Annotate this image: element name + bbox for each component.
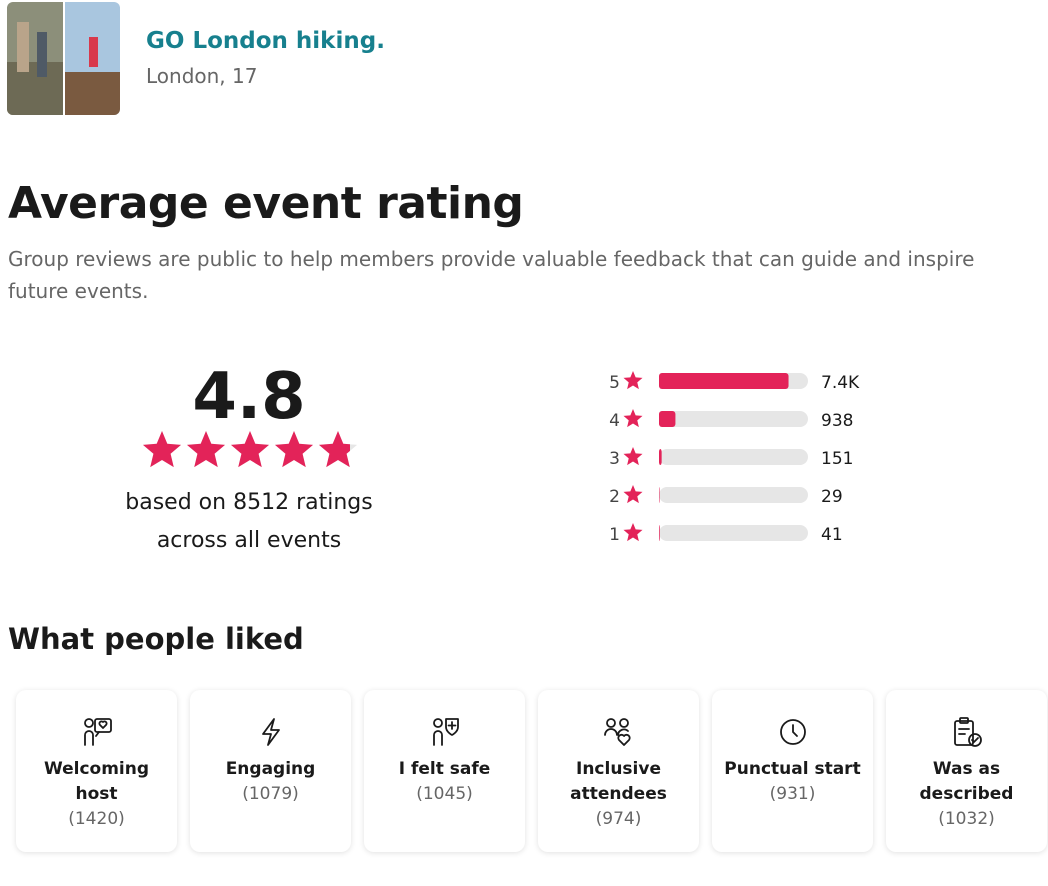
star-level: 2	[609, 487, 620, 507]
description: Group reviews are public to help members…	[8, 247, 975, 303]
bar-value: 938	[821, 411, 853, 431]
ratings-count: 8512	[233, 490, 290, 515]
group-name[interactable]: GO London hiking.	[146, 28, 385, 54]
card-count: (1079)	[242, 784, 299, 804]
liked-card: I felt safe (1045)	[364, 690, 525, 852]
rating-distribution: 5 7.4K 4 938 3 151 2 29 1 41	[609, 371, 860, 545]
card-count: (1045)	[416, 784, 473, 804]
card-label: Engaging	[225, 759, 316, 779]
average-rating: 4.8	[192, 360, 306, 434]
card-count: (1032)	[938, 809, 995, 829]
summary-suffix: ratings	[296, 490, 373, 515]
group-photo	[7, 2, 120, 115]
star	[142, 431, 182, 468]
bar	[659, 487, 660, 503]
liked-card: Inclusive attendees (974)	[538, 690, 699, 852]
star-level: 4	[609, 411, 620, 431]
star	[274, 431, 314, 468]
star	[186, 431, 226, 468]
group-location: London, 17	[146, 64, 258, 88]
card-icon	[603, 718, 631, 746]
card-label: Punctual start	[724, 759, 861, 779]
star-level: 5	[609, 373, 620, 393]
summary-line: based on 8512 ratings	[79, 484, 419, 522]
bar	[659, 525, 660, 541]
liked-card: Welcoming host (1420)	[16, 690, 177, 852]
liked-card: Engaging (1079)	[190, 690, 351, 852]
card-label: Inclusive attendees	[570, 759, 667, 804]
star-icon	[623, 447, 643, 466]
card-icon	[432, 718, 459, 746]
card-icon	[261, 718, 280, 746]
card-label: Welcoming host	[43, 759, 150, 804]
liked-card: Was as described (1032)	[886, 690, 1047, 852]
bar-track	[659, 525, 808, 541]
bar-track	[659, 487, 808, 503]
section-title: Average event rating	[8, 178, 524, 229]
bar	[659, 411, 676, 427]
bar-track	[659, 449, 808, 465]
card-icon	[953, 717, 982, 747]
summary-line: across all events	[156, 528, 342, 553]
bar-value: 41	[821, 525, 843, 545]
card-count: (1420)	[68, 809, 125, 829]
rating-summary: based on 8512 ratings across all events	[79, 484, 419, 560]
card-count: (931)	[769, 784, 816, 804]
star	[230, 431, 270, 468]
card-count: (974)	[595, 809, 642, 829]
section-title: What people liked	[8, 622, 304, 656]
star-icon	[623, 409, 643, 428]
bar	[659, 373, 789, 389]
card-icon	[83, 718, 112, 746]
bar-value: 7.4K	[821, 373, 860, 393]
bar-value: 151	[821, 449, 853, 469]
card-label: Was as described	[919, 759, 1014, 804]
star	[318, 431, 350, 468]
star-icon	[623, 523, 643, 542]
bar	[659, 449, 662, 465]
summary-prefix: based on	[125, 490, 227, 515]
bar-track	[659, 411, 808, 427]
star-icon	[623, 485, 643, 504]
liked-card: Punctual start (931)	[712, 690, 873, 852]
card-icon	[779, 719, 806, 745]
star-level: 3	[609, 449, 620, 469]
rating-stars	[142, 431, 358, 468]
card-label: I felt safe	[398, 759, 491, 779]
bar-value: 29	[821, 487, 843, 507]
star-icon	[623, 371, 643, 390]
star-level: 1	[609, 525, 620, 545]
